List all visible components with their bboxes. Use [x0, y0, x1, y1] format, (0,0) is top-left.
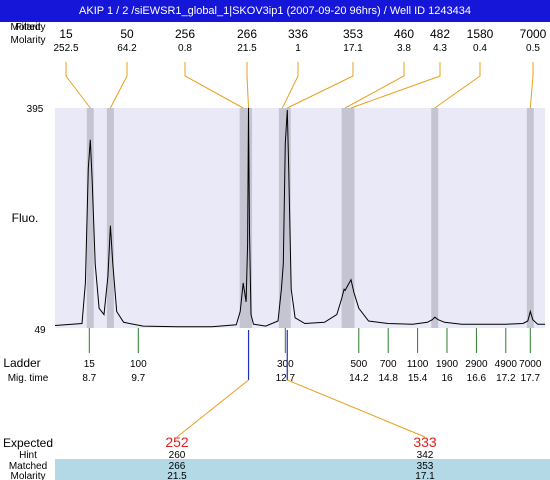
ladder-size-label: 500 — [350, 359, 367, 370]
peak-size-label: 336 — [288, 27, 308, 41]
peak-molarity-label: 17.1 — [343, 43, 363, 54]
ladder-label: Ladder — [3, 356, 40, 370]
peak-molarity-label: 0.8 — [178, 43, 192, 54]
matched-row-background — [55, 459, 550, 480]
peak-size-label: 482 — [430, 27, 450, 41]
peak-band — [341, 108, 349, 328]
peak-band — [283, 108, 291, 328]
peak-band — [106, 108, 114, 328]
peak-size-label: 7000 — [520, 27, 547, 41]
hint-value: 342 — [417, 450, 434, 461]
peak-connector — [350, 62, 441, 109]
expected-molarity-value: 21.5 — [167, 471, 187, 480]
peak-size-label: 50 — [120, 27, 134, 41]
peak-band — [245, 108, 253, 328]
window-title: AKIP 1 / 2 /siEWSR1_global_1|SKOV3ip1 (2… — [79, 5, 471, 17]
peak-molarity-label: 3.8 — [397, 43, 411, 54]
peak-size-label: 353 — [343, 27, 363, 41]
ladder-size-label: 1100 — [407, 359, 429, 370]
peak-band — [347, 108, 355, 328]
ladder-time-label: 15.4 — [408, 373, 428, 384]
peak-connector — [109, 62, 128, 109]
peak-connector — [184, 62, 244, 109]
peak-connector — [529, 62, 534, 109]
peak-molarity-label: 64.2 — [117, 43, 137, 54]
ladder-size-label: 700 — [380, 359, 397, 370]
migtime-label: Mig. time — [8, 373, 49, 384]
peak-size-label: 15 — [59, 27, 73, 41]
window-title-bar: AKIP 1 / 2 /siEWSR1_global_1|SKOV3ip1 (2… — [0, 0, 550, 22]
matched-header: Matched — [9, 461, 47, 472]
ladder-size-label: 4900 — [495, 359, 518, 370]
peak-molarity-label: 21.5 — [237, 43, 257, 54]
peak-size-label: 460 — [394, 27, 414, 41]
y-tick-bottom: 49 — [34, 325, 46, 336]
peak-connector — [287, 62, 354, 109]
ladder-time-label: 14.8 — [378, 373, 398, 384]
matched-value: 353 — [417, 461, 434, 472]
ladder-time-label: 8.7 — [82, 373, 96, 384]
plot-area — [55, 108, 545, 328]
matched-value: 266 — [169, 461, 186, 472]
hint-value: 260 — [169, 450, 186, 461]
ladder-time-label: 14.2 — [349, 373, 369, 384]
peak-connector — [281, 62, 299, 109]
peak-molarity-label: 4.3 — [433, 43, 447, 54]
peak-molarity-label: 0.4 — [473, 43, 487, 54]
expected-connector — [176, 379, 249, 438]
peak-connector — [344, 62, 405, 109]
peak-band — [526, 108, 534, 328]
fluorescence-trace — [54, 107, 545, 328]
fitted-header: Fitted — [15, 22, 40, 33]
peak-molarity-label: 0.5 — [526, 43, 540, 54]
ladder-size-label: 2900 — [465, 359, 488, 370]
peak-connector — [246, 62, 250, 109]
ladder-time-label: 9.7 — [131, 373, 145, 384]
expected-connector — [287, 379, 426, 438]
peak-size-label: 256 — [175, 27, 195, 41]
peak-molarity-label: 1 — [295, 43, 301, 54]
ladder-time-label: 16.6 — [467, 373, 487, 384]
peak-band — [278, 108, 286, 328]
peak-connector — [65, 62, 91, 109]
y-tick-top: 395 — [27, 104, 44, 115]
ladder-size-label: 7000 — [519, 359, 542, 370]
ladder-size-label: 1900 — [436, 359, 459, 370]
ladder-time-label: 17.2 — [496, 373, 516, 384]
peak-band — [431, 108, 439, 328]
molarity-header-overlap: Molarity — [10, 22, 45, 33]
peak-size-label: 1580 — [467, 27, 494, 41]
ladder-size-label: 15 — [84, 359, 96, 370]
peak-band — [86, 108, 94, 328]
molarity-header: Molarity — [10, 35, 45, 46]
y-axis-label: Fluo. — [12, 211, 39, 225]
expected-molarity-value: 17.1 — [415, 471, 435, 480]
expected-value: 333 — [413, 434, 437, 450]
ladder-size-label: 100 — [130, 359, 147, 370]
peak-size-label: 266 — [237, 27, 257, 41]
ladder-size-label: 300 — [277, 359, 294, 370]
ladder-time-label: 16 — [441, 373, 453, 384]
ladder-time-label: 12.7 — [276, 373, 296, 384]
peak-band — [239, 108, 247, 328]
ladder-time-label: 17.7 — [521, 373, 541, 384]
expected-header: Expected — [3, 436, 53, 450]
peak-molarity-label: 252.5 — [53, 43, 78, 54]
expected-value: 252 — [165, 434, 189, 450]
expected-molarity-header: Molarity — [10, 471, 45, 480]
peak-connector — [434, 62, 481, 109]
hint-header: Hint — [19, 450, 37, 461]
